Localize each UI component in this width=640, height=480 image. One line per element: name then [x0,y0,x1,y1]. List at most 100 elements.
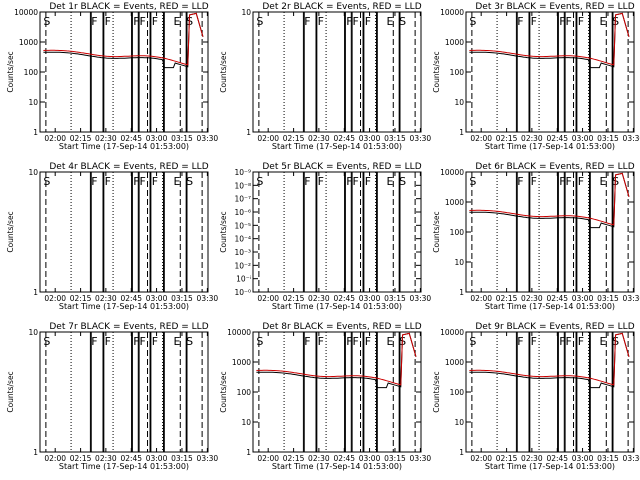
flag-label: F [152,175,158,188]
flag-label: FF [133,175,146,188]
flag-label: S [469,15,476,28]
flag-label: E [387,175,394,188]
y-tick-label: 10⁻⁴ [234,235,251,244]
y-axis-label: Counts/sec [219,51,228,92]
y-tick-label: 10 [28,168,38,177]
y-tick-label: 1 [246,128,251,137]
flag-label: S [256,175,263,188]
flag-label: F [578,175,584,188]
flag-label: F [531,175,537,188]
flag-label: E [387,335,394,348]
x-tick-label: 03:30 [410,454,432,463]
panel-title: Det 5r BLACK = Events, RED = LLD [262,162,421,172]
flag-label: S [256,15,263,28]
x-tick-label: 02:45 [120,134,142,143]
lld-series [256,332,417,386]
y-tick-label: 1 [459,128,464,137]
x-axis-label: Start Time (17-Sep-14 01:53:00) [272,462,402,471]
y-tick-label: 10⁻⁰ [234,288,251,297]
x-tick-label: 02:00 [257,294,279,303]
flag-label: S [399,175,406,188]
panel-title: Det 8r BLACK = Events, RED = LLD [262,322,421,332]
x-tick-label: 03:30 [410,134,432,143]
flag-label: FF [346,175,359,188]
panel-title: Det 7r BLACK = Events, RED = LLD [49,322,208,332]
events-series [43,12,204,69]
x-tick-label: 02:00 [44,294,66,303]
x-axis-label: Start Time (17-Sep-14 01:53:00) [272,142,402,151]
flag-label: E [600,335,607,348]
flag-label: FF [559,15,572,28]
flag-label: E [174,175,181,188]
x-tick-label: 02:30 [95,134,117,143]
flag-label: F [105,15,111,28]
x-tick-label: 03:15 [171,134,193,143]
x-tick-label: 03:00 [146,294,168,303]
panel-det-1: Det 1r BLACK = Events, RED = LLD 1 10 100 10… [6,2,218,151]
x-tick-label: 02:15 [496,454,518,463]
x-tick-label: 03:15 [597,454,619,463]
flag-label: F [91,335,97,348]
y-tick-label: 1000 [445,38,464,47]
x-tick-label: 02:30 [95,454,117,463]
lld-series [469,172,630,226]
y-tick-label: 10⁻⁹ [234,168,251,177]
y-tick-label: 10⁻⁶ [234,208,251,217]
events-series [469,172,630,229]
y-axis-label: Counts/sec [6,51,15,92]
flag-label: S [256,335,263,348]
y-tick-label: 10000 [440,328,464,337]
x-axis-label: Start Time (17-Sep-14 01:53:00) [59,142,189,151]
flag-label: F [318,15,324,28]
y-tick-label: 100 [450,68,465,77]
flag-label: S [469,335,476,348]
x-tick-label: 03:15 [597,294,619,303]
y-tick-label: 10000 [14,8,38,17]
panel-title: Det 3r BLACK = Events, RED = LLD [475,2,634,12]
flag-label: E [174,15,181,28]
y-tick-label: 100 [237,388,252,397]
flag-label: S [43,15,50,28]
x-tick-label: 02:45 [546,294,568,303]
flag-label: FF [133,335,146,348]
x-tick-label: 03:15 [171,454,193,463]
x-tick-label: 03:15 [597,134,619,143]
x-tick-label: 03:15 [384,454,406,463]
x-tick-label: 02:45 [546,134,568,143]
panel-det-9: Det 9r BLACK = Events, RED = LLD 1 10 100 10… [432,322,640,471]
flag-label: F [365,15,371,28]
x-tick-label: 02:15 [70,454,92,463]
x-tick-label: 03:00 [572,454,594,463]
x-axis-label: Start Time (17-Sep-14 01:53:00) [485,142,615,151]
lld-series [469,332,630,386]
y-tick-label: 1 [459,448,464,457]
flag-label: F [91,175,97,188]
flag-label: FF [559,335,572,348]
x-tick-label: 02:45 [333,454,355,463]
x-tick-label: 02:30 [521,454,543,463]
y-tick-label: 1 [33,288,38,297]
flag-label: F [578,15,584,28]
x-axis-label: Start Time (17-Sep-14 01:53:00) [272,302,402,311]
y-tick-label: 1000 [445,358,464,367]
y-axis-label: Counts/sec [432,51,441,92]
y-tick-label: 10⁻⁸ [234,181,251,190]
x-tick-label: 02:45 [333,134,355,143]
lld-series [469,12,630,66]
panel-det-8: Det 8r BLACK = Events, RED = LLD 1 10 100 10… [219,322,431,471]
flag-label: FF [559,175,572,188]
x-tick-label: 02:15 [283,134,305,143]
x-axis-label: Start Time (17-Sep-14 01:53:00) [485,462,615,471]
plot-frame [39,11,209,133]
flag-label: E [600,15,607,28]
x-tick-label: 02:30 [521,294,543,303]
panel-det-2: Det 2r BLACK = Events, RED = LLD 1 10 Count… [219,2,431,151]
panel-title: Det 2r BLACK = Events, RED = LLD [262,2,421,12]
y-tick-label: 10⁻⁵ [234,221,251,230]
flag-label: F [517,15,523,28]
flag-label: F [517,335,523,348]
flag-label: F [304,175,310,188]
flag-label: F [105,335,111,348]
plot-frame [252,331,422,453]
